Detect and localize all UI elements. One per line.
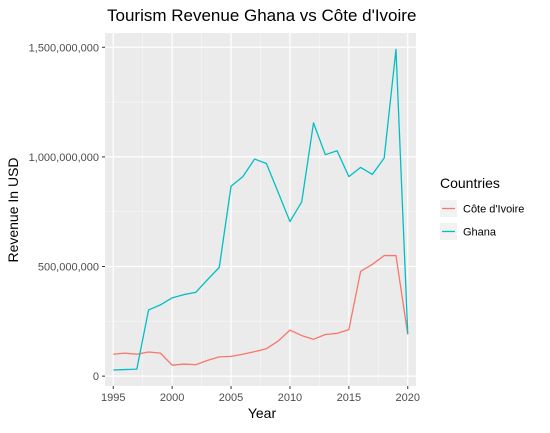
x-axis: 1995 2000 2005 2010 2015 2020 bbox=[101, 386, 420, 404]
legend-label: Ghana bbox=[463, 227, 497, 239]
chart-title: Tourism Revenue Ghana vs Côte d'Ivoire bbox=[107, 6, 416, 25]
y-tick-label: 500,000,000 bbox=[38, 262, 99, 274]
x-tick-label: 2020 bbox=[396, 392, 420, 404]
legend: Countries Côte d'Ivoire Ghana bbox=[440, 175, 524, 240]
series-lines bbox=[113, 48, 409, 371]
x-tick-label: 1995 bbox=[101, 392, 125, 404]
minor-gridlines bbox=[105, 33, 416, 386]
x-tick-label: 2000 bbox=[160, 392, 184, 404]
y-axis-label: Revenue In USD bbox=[5, 157, 21, 262]
y-tick-label: 1,500,000,000 bbox=[29, 42, 99, 54]
x-axis-label: Year bbox=[248, 405, 277, 421]
legend-title: Countries bbox=[440, 175, 500, 191]
x-tick-label: 2010 bbox=[278, 392, 302, 404]
x-tick-label: 2015 bbox=[337, 392, 361, 404]
y-axis: 0 500,000,000 1,000,000,000 1,500,000,000 bbox=[29, 42, 105, 383]
y-tick-label: 1,000,000,000 bbox=[29, 152, 99, 164]
major-gridlines bbox=[105, 33, 416, 386]
series-line-ghana bbox=[113, 48, 409, 371]
x-tick-label: 2005 bbox=[219, 392, 243, 404]
legend-label: Côte d'Ivoire bbox=[463, 204, 524, 216]
y-tick-label: 0 bbox=[93, 371, 99, 383]
series-line-cote-divoire bbox=[113, 254, 409, 366]
